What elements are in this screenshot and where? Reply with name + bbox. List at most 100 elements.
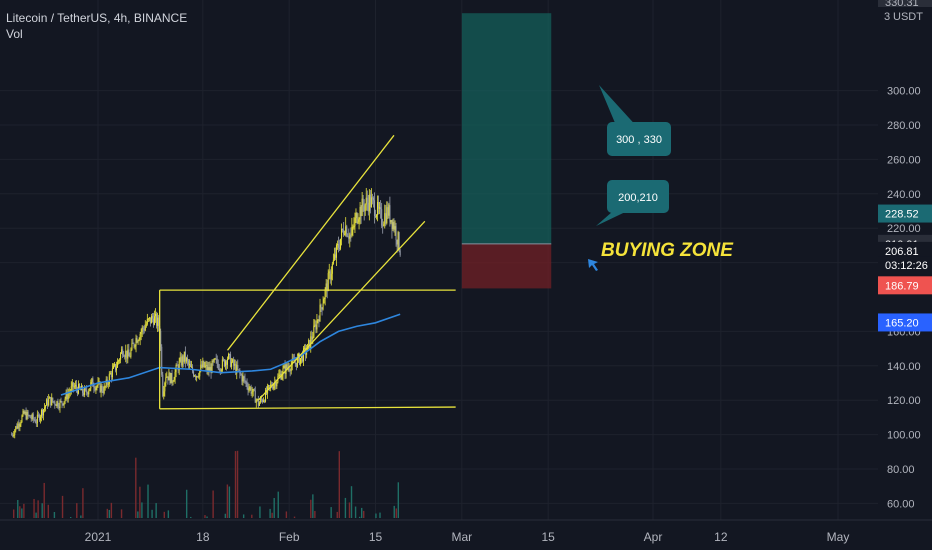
candle-body <box>394 226 396 230</box>
candle-body <box>141 327 143 332</box>
candle-body <box>249 387 251 389</box>
candle-body <box>286 364 288 369</box>
volume-bar <box>360 507 363 518</box>
candle-body <box>148 317 150 319</box>
price-axis-top: 330.31 3 USDT <box>878 0 932 23</box>
volume-bar <box>273 497 275 518</box>
volume-bar <box>155 503 157 518</box>
candle-body <box>310 336 312 349</box>
candle-body <box>128 349 130 357</box>
candle-body <box>97 382 99 386</box>
callout-entry[interactable]: 200,210 <box>596 180 669 226</box>
candle-body <box>107 383 109 385</box>
candle-body <box>200 364 202 370</box>
volume-bar <box>224 513 227 518</box>
candle-body <box>225 361 227 365</box>
candle-body <box>269 385 271 387</box>
price-badge <box>878 276 932 295</box>
candle-body <box>104 386 106 388</box>
candle-body <box>150 316 152 324</box>
channel-lower[interactable] <box>257 220 426 401</box>
candle-body <box>101 385 103 392</box>
price-tick-label: 240.00 <box>887 189 921 201</box>
volume-bar <box>41 503 43 518</box>
candle-body <box>83 392 85 396</box>
volume-bar <box>147 484 149 518</box>
candle-body <box>160 330 162 347</box>
candle-body <box>268 385 270 387</box>
candle-body <box>397 232 399 245</box>
candle-body <box>27 412 29 416</box>
price-tick-label: 60.00 <box>887 498 915 510</box>
candle-body <box>331 263 333 274</box>
candle-body <box>383 224 385 226</box>
callout-target[interactable]: 300 , 330 <box>599 85 671 156</box>
channel-upper[interactable] <box>226 134 395 351</box>
candle-body <box>264 400 265 402</box>
volume-bar <box>108 509 111 518</box>
candle-body <box>207 367 209 371</box>
candle-body <box>144 326 146 331</box>
price-tick-label: 120.00 <box>887 395 921 407</box>
candle-body <box>366 197 368 203</box>
candle-body <box>215 358 217 360</box>
time-axis[interactable]: 2021 18 Feb 15 Mar 15 Apr 12 May <box>0 519 932 550</box>
candle-body <box>139 334 141 340</box>
volume-bar <box>363 510 365 518</box>
candle-body <box>176 365 178 367</box>
candle-body <box>52 397 54 402</box>
candle-body <box>205 364 207 366</box>
candle-body <box>372 198 374 201</box>
candle-body <box>146 318 148 325</box>
price-tick-label: 140.00 <box>887 361 921 373</box>
candle-body <box>282 368 284 376</box>
buying-zone-label[interactable]: BUYING ZONE <box>601 240 734 261</box>
candle-body <box>324 289 326 300</box>
callout-entry-box <box>607 180 669 213</box>
candle-body <box>368 194 370 212</box>
target-zone[interactable] <box>461 13 552 244</box>
candle-body <box>350 234 352 236</box>
volume-bar <box>234 451 237 518</box>
candle-body <box>60 400 62 402</box>
volume-indicator-label[interactable]: Vol <box>6 27 23 41</box>
candle-body <box>298 354 300 365</box>
candle-body <box>120 353 122 360</box>
time-tick-label: May <box>827 530 850 544</box>
candle-body <box>353 226 355 228</box>
candle-body <box>212 360 214 362</box>
volume-bar <box>35 512 37 518</box>
volume-bar <box>242 514 245 518</box>
moving-average-line <box>60 313 401 396</box>
candle-body <box>136 338 138 343</box>
stop-zone[interactable] <box>461 243 552 289</box>
candle-body <box>244 377 246 382</box>
candle-body <box>371 197 373 199</box>
candle-body <box>126 350 128 359</box>
candle-body <box>391 220 393 230</box>
support-line[interactable] <box>159 406 456 410</box>
candle-body <box>389 205 391 223</box>
candle-body <box>202 360 204 368</box>
candle-body <box>20 422 22 425</box>
candle-body <box>211 360 213 373</box>
candle-body <box>37 414 39 416</box>
candle-body <box>33 419 35 421</box>
candle-body <box>335 245 337 258</box>
symbol-title[interactable]: Litecoin / TetherUS, 4h, BINANCE <box>6 11 188 25</box>
candle-body <box>181 356 183 366</box>
candle-body <box>89 388 91 391</box>
volume-bar <box>379 512 381 518</box>
candle-body <box>318 319 320 322</box>
candle-body <box>42 409 43 416</box>
volume-bar <box>21 508 23 518</box>
candle-body <box>384 213 386 225</box>
trend-drawings[interactable] <box>159 134 456 410</box>
candle-body <box>57 401 59 407</box>
candle-body <box>130 349 132 357</box>
candle-body <box>352 226 354 228</box>
candle-body <box>311 336 313 340</box>
